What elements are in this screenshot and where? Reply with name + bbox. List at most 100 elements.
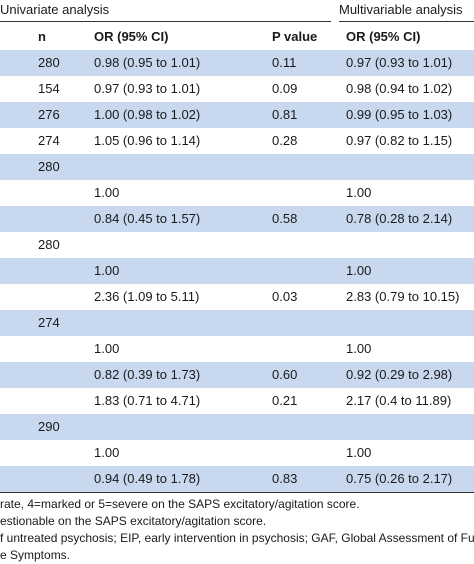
cell-or-univariate: 0.94 (0.49 to 1.78) bbox=[94, 471, 201, 486]
table-row: 280 0.98 (0.95 to 1.01) 0.11 0.97 (0.93 to … bbox=[0, 50, 474, 76]
cell-n bbox=[38, 258, 82, 284]
group-rule-multivariable bbox=[339, 21, 474, 22]
cell-or-multivariable: 1.00 bbox=[346, 185, 372, 200]
cell-or-multivariable: 2.17 (0.4 to 11.89) bbox=[346, 393, 452, 408]
table-row: 0.94 (0.49 to 1.78) 0.83 0.75 (0.26 to 2.1… bbox=[0, 466, 474, 492]
cell-n bbox=[38, 284, 82, 310]
cell-n: 280 bbox=[38, 237, 60, 252]
table-row: 280 bbox=[0, 154, 474, 180]
cell-n bbox=[38, 388, 82, 414]
table-row: 1.00 1.00 bbox=[0, 258, 474, 284]
table-row: 1.00 1.00 bbox=[0, 336, 474, 362]
col-header-p-value: P value bbox=[272, 29, 318, 44]
col-header-or-univariate: OR (95% CI) bbox=[94, 29, 169, 44]
col-header-n: n bbox=[38, 29, 46, 44]
table-row: 1.83 (0.71 to 4.71) 0.21 2.17 (0.4 to 11.8… bbox=[0, 388, 474, 414]
cell-or-univariate bbox=[94, 154, 264, 180]
cell-or-univariate: 1.05 (0.96 to 1.14) bbox=[94, 133, 201, 148]
cell-n: 154 bbox=[38, 81, 60, 96]
cell-n: 274 bbox=[38, 133, 60, 148]
cell-or-univariate bbox=[94, 414, 264, 440]
cell-p-value: 0.81 bbox=[272, 107, 298, 122]
cell-or-univariate: 0.97 (0.93 to 1.01) bbox=[94, 81, 201, 96]
col-header-or-multivariable: OR (95% CI) bbox=[346, 29, 421, 44]
cell-or-univariate: 0.98 (0.95 to 1.01) bbox=[94, 55, 201, 70]
cell-or-univariate: 1.00 bbox=[94, 185, 120, 200]
cell-n: 276 bbox=[38, 107, 60, 122]
cell-or-univariate bbox=[94, 232, 264, 258]
cell-p-value: 0.21 bbox=[272, 393, 298, 408]
cell-or-univariate: 1.00 bbox=[94, 263, 120, 278]
cell-n bbox=[38, 466, 82, 492]
footnote-line: estionable on the SAPS excitatory/agitat… bbox=[0, 514, 267, 528]
cell-or-multivariable bbox=[346, 232, 474, 258]
cell-n: 290 bbox=[38, 419, 60, 434]
cell-n: 280 bbox=[38, 159, 60, 174]
cell-p-value bbox=[272, 336, 334, 362]
cell-p-value: 0.11 bbox=[272, 55, 297, 70]
cell-or-univariate bbox=[94, 310, 264, 336]
cell-p-value bbox=[272, 310, 334, 336]
cell-p-value bbox=[272, 180, 334, 206]
cell-p-value: 0.03 bbox=[272, 289, 298, 304]
cell-n bbox=[38, 362, 82, 388]
cell-or-multivariable bbox=[346, 154, 474, 180]
cell-or-multivariable bbox=[346, 310, 474, 336]
cell-p-value: 0.60 bbox=[272, 367, 298, 382]
footnote-line: e Symptoms. bbox=[0, 548, 71, 562]
cell-or-univariate: 1.00 bbox=[94, 341, 120, 356]
cell-or-univariate: 2.36 (1.09 to 5.11) bbox=[94, 289, 200, 304]
cell-or-multivariable: 0.78 (0.28 to 2.14) bbox=[346, 211, 453, 226]
cell-or-multivariable: 1.00 bbox=[346, 341, 372, 356]
cell-or-multivariable: 0.98 (0.94 to 1.02) bbox=[346, 81, 453, 96]
cell-or-univariate: 1.00 bbox=[94, 445, 120, 460]
cell-p-value: 0.58 bbox=[272, 211, 298, 226]
cell-or-univariate: 0.84 (0.45 to 1.57) bbox=[94, 211, 201, 226]
cell-or-multivariable: 0.75 (0.26 to 2.17) bbox=[346, 471, 453, 486]
table-row: 2.36 (1.09 to 5.11) 0.03 2.83 (0.79 to 10.… bbox=[0, 284, 474, 310]
table-header: Univariate analysis Multivariable analys… bbox=[0, 0, 474, 50]
table-row: 290 bbox=[0, 414, 474, 440]
cell-p-value bbox=[272, 154, 334, 180]
footnote-line: f untreated psychosis; EIP, early interv… bbox=[0, 531, 474, 545]
table-row: 280 bbox=[0, 232, 474, 258]
table-row: 1.00 1.00 bbox=[0, 440, 474, 466]
cell-n bbox=[38, 336, 82, 362]
cell-or-multivariable: 0.97 (0.93 to 1.01) bbox=[346, 55, 453, 70]
table-row: 276 1.00 (0.98 to 1.02) 0.81 0.99 (0.95 to … bbox=[0, 102, 474, 128]
cell-or-multivariable: 2.83 (0.79 to 10.15) bbox=[346, 289, 460, 304]
cell-n bbox=[38, 180, 82, 206]
cell-or-multivariable bbox=[346, 414, 474, 440]
cell-n bbox=[38, 206, 82, 232]
cell-or-multivariable: 0.97 (0.82 to 1.15) bbox=[346, 133, 453, 148]
cell-or-multivariable: 0.92 (0.29 to 2.98) bbox=[346, 367, 453, 382]
table-row: 154 0.97 (0.93 to 1.01) 0.09 0.98 (0.94 to … bbox=[0, 76, 474, 102]
cell-p-value: 0.09 bbox=[272, 81, 298, 96]
table-row: 274 bbox=[0, 310, 474, 336]
table-row: 0.82 (0.39 to 1.73) 0.60 0.92 (0.29 to 2.9… bbox=[0, 362, 474, 388]
cell-or-univariate: 0.82 (0.39 to 1.73) bbox=[94, 367, 201, 382]
cell-or-multivariable: 0.99 (0.95 to 1.03) bbox=[346, 107, 453, 122]
group-header-univariate: Univariate analysis bbox=[0, 2, 110, 17]
table-row: 1.00 1.00 bbox=[0, 180, 474, 206]
group-header-multivariable: Multivariable analysis bbox=[339, 2, 463, 17]
cell-p-value bbox=[272, 440, 334, 466]
cell-p-value bbox=[272, 232, 334, 258]
cell-p-value bbox=[272, 258, 334, 284]
table-row: 0.84 (0.45 to 1.57) 0.58 0.78 (0.28 to 2.1… bbox=[0, 206, 474, 232]
cell-or-univariate: 1.00 (0.98 to 1.02) bbox=[94, 107, 201, 122]
cell-or-multivariable: 1.00 bbox=[346, 263, 372, 278]
cell-p-value: 0.28 bbox=[272, 133, 298, 148]
cell-n bbox=[38, 440, 82, 466]
cell-p-value bbox=[272, 414, 334, 440]
cell-or-multivariable: 1.00 bbox=[346, 445, 372, 460]
footnote-line: rate, 4=marked or 5=severe on the SAPS e… bbox=[0, 497, 360, 511]
cell-n: 280 bbox=[38, 55, 60, 70]
cell-p-value: 0.83 bbox=[272, 471, 298, 486]
table-bottom-rule bbox=[0, 492, 474, 493]
cell-n: 274 bbox=[38, 315, 60, 330]
cell-or-univariate: 1.83 (0.71 to 4.71) bbox=[94, 393, 201, 408]
column-headers: n OR (95% CI) P value OR (95% CI) bbox=[0, 24, 474, 50]
group-rule-univariate bbox=[0, 21, 331, 22]
table-row: 274 1.05 (0.96 to 1.14) 0.28 0.97 (0.82 to … bbox=[0, 128, 474, 154]
